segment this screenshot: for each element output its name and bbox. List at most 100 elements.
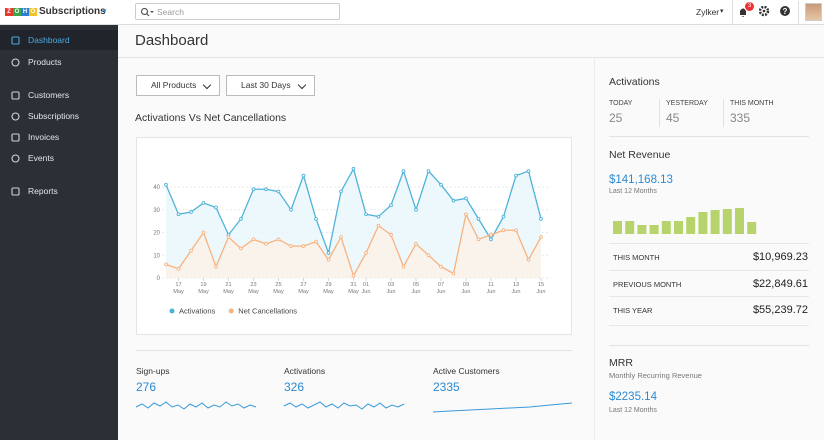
- point: [351, 166, 356, 171]
- point: [326, 251, 331, 255]
- x-tick-label: 05 Jun: [411, 282, 421, 295]
- summary-label: Activations: [284, 366, 326, 376]
- summary-label: Active Customers: [433, 366, 500, 376]
- point: [339, 235, 343, 239]
- divider: [609, 136, 809, 137]
- point: [301, 244, 306, 248]
- x-tick-label: 17 May: [173, 282, 184, 295]
- row-value: $55,239.72: [752, 304, 808, 316]
- stat-divider: [723, 99, 724, 127]
- point: [389, 232, 393, 237]
- nav-item[interactable]: Products: [0, 52, 118, 72]
- revenue-bars: [613, 208, 757, 234]
- nav-icon: [11, 91, 20, 100]
- settings-icon[interactable]: [759, 6, 771, 18]
- divider: [136, 350, 572, 351]
- stat-divider: [659, 99, 660, 127]
- nav-item[interactable]: Invoices: [0, 127, 118, 147]
- point: [301, 173, 306, 178]
- summary-value: 326: [284, 380, 305, 394]
- point: [489, 237, 493, 242]
- point: [189, 210, 193, 214]
- bell-icon[interactable]: [738, 6, 748, 18]
- sparkline: [283, 401, 405, 410]
- point: [439, 264, 443, 269]
- nav-item[interactable]: Subscriptions: [0, 106, 118, 126]
- x-tick-label: 11 Jun: [486, 282, 496, 295]
- point: [189, 248, 193, 253]
- point: [514, 173, 518, 178]
- nav-icon: [11, 112, 20, 121]
- x-tick-label: 01 Jun: [361, 282, 371, 295]
- row-value: $10,969.23: [752, 251, 808, 263]
- sparkline: [135, 401, 257, 410]
- bar: [625, 221, 635, 234]
- point: [289, 244, 293, 248]
- point: [539, 217, 543, 221]
- mrr-amount: $2235.14: [609, 391, 657, 403]
- summary-value: 2335: [433, 380, 460, 394]
- org-caret[interactable]: ▾: [720, 8, 724, 15]
- nav-icon: [11, 58, 20, 67]
- help-icon[interactable]: ?: [780, 6, 791, 17]
- x-tick-label: 25 May: [273, 282, 284, 295]
- nav-item[interactable]: Reports: [0, 181, 118, 201]
- top-bar: Z O H O Subscriptions ▾ Search Zylker ▾ …: [0, 0, 824, 25]
- app-switch-caret[interactable]: ▾: [103, 8, 107, 15]
- point: [451, 271, 456, 276]
- point: [526, 169, 531, 173]
- logo-letter: O: [29, 8, 37, 16]
- divider: [798, 1, 799, 24]
- point: [264, 242, 268, 246]
- point: [364, 212, 368, 217]
- icon-shape: [11, 91, 20, 100]
- bar: [686, 217, 696, 234]
- point: [489, 232, 493, 237]
- revenue-amount: $141,168.13: [609, 174, 673, 186]
- summary-label: Sign-ups: [136, 366, 170, 376]
- app-name[interactable]: Subscriptions: [39, 6, 106, 17]
- nav-item[interactable]: Customers: [0, 85, 118, 105]
- stat-value: 45: [666, 111, 680, 125]
- point: [289, 207, 293, 212]
- bar: [613, 221, 622, 234]
- row-value: $22,849.61: [752, 278, 808, 290]
- point: [501, 214, 506, 219]
- nav-item[interactable]: Events: [0, 148, 118, 168]
- org-name[interactable]: Zylker: [696, 7, 720, 17]
- row-divider: [609, 345, 809, 346]
- sidebar: Dashboard Products Customers Subscriptions I…: [0, 25, 118, 440]
- point: [401, 169, 406, 173]
- mrr-title: MRR: [609, 357, 633, 369]
- search-placeholder: Search: [157, 7, 184, 17]
- nav-item[interactable]: Dashboard: [0, 30, 118, 50]
- point: [226, 235, 231, 239]
- point: [401, 264, 406, 269]
- search-box[interactable]: Search: [135, 3, 340, 20]
- nav-icon: [11, 36, 20, 45]
- point: [276, 189, 281, 194]
- point: [476, 237, 481, 242]
- product-filter[interactable]: All Products: [136, 75, 220, 96]
- point: [239, 246, 243, 251]
- point: [526, 257, 531, 262]
- x-tick-label: 21 May: [223, 282, 234, 295]
- point: [214, 205, 218, 210]
- point: [326, 257, 331, 262]
- notification-badge: 3: [745, 2, 754, 11]
- avatar[interactable]: [805, 3, 822, 21]
- y-tick-label: 20: [153, 231, 160, 237]
- point: [214, 264, 218, 269]
- point: [176, 212, 181, 217]
- y-tick-label: 40: [153, 185, 160, 191]
- row-divider: [609, 270, 809, 271]
- period-filter[interactable]: Last 30 Days: [226, 75, 315, 96]
- y-tick-label: 30: [153, 208, 160, 214]
- point: [276, 237, 281, 242]
- point: [414, 207, 418, 212]
- point: [164, 262, 168, 267]
- bar: [722, 209, 732, 234]
- point: [164, 182, 168, 187]
